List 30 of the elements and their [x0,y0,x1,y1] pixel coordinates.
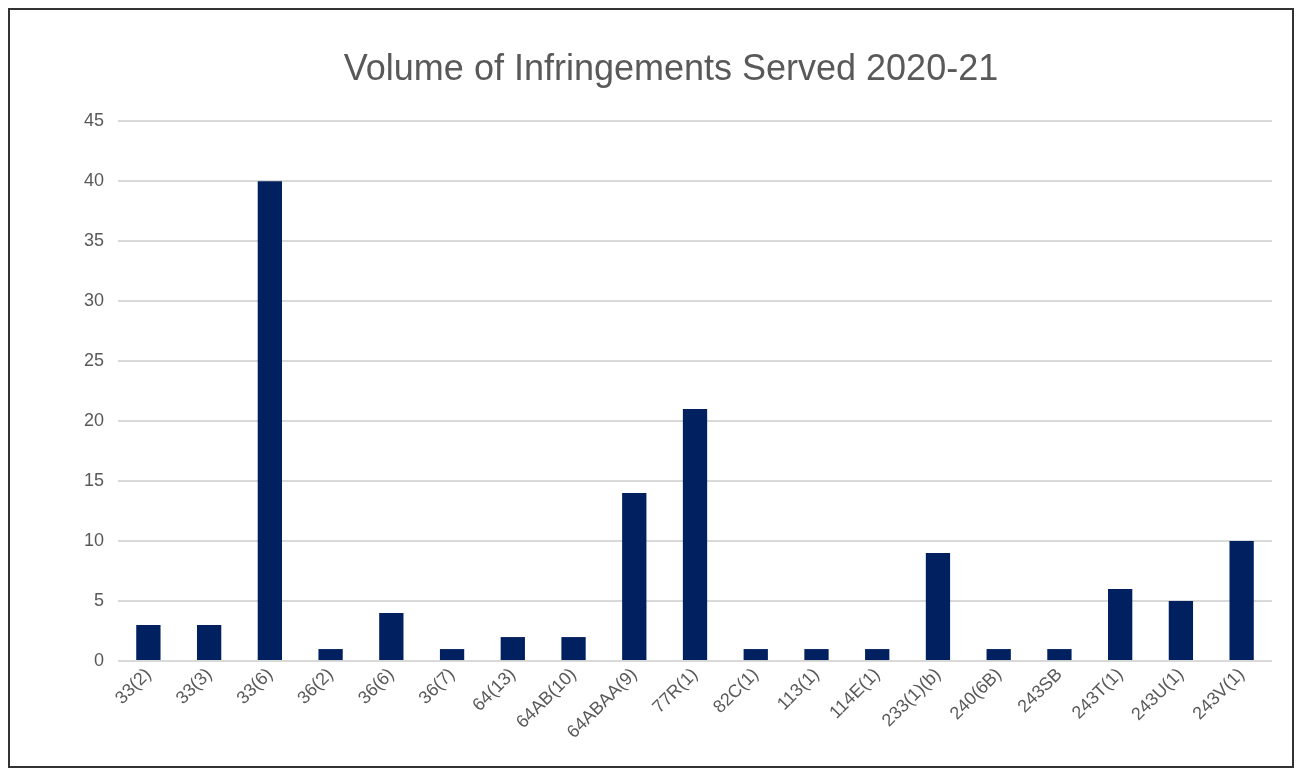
y-tick-label: 0 [94,650,105,671]
bar [1108,589,1133,661]
y-tick-label: 20 [83,410,105,431]
bar [682,409,708,661]
y-tick-label: 5 [94,590,105,611]
bar [379,613,404,661]
bar [1047,649,1072,661]
y-tick-label: 35 [83,230,105,251]
bar [561,637,586,661]
bar [1168,601,1194,661]
bar [925,553,951,661]
y-tick-label: 30 [83,290,105,311]
bar [318,649,343,661]
y-tick-label: 45 [83,110,105,131]
y-tick-label: 10 [83,530,105,551]
bar [804,649,829,661]
y-tick-label: 25 [83,350,105,371]
chart-title: Volume of Infringements Served 2020-21 [343,46,999,88]
bar [257,181,283,661]
y-tick-label: 40 [83,170,105,191]
bar [865,649,890,661]
bar [743,649,768,661]
bar [986,649,1011,661]
bar [500,637,525,661]
bar [439,649,465,661]
bar [622,493,647,661]
bar [136,625,161,661]
bar [1229,541,1254,661]
bar [196,625,222,661]
y-tick-label: 15 [83,470,105,491]
